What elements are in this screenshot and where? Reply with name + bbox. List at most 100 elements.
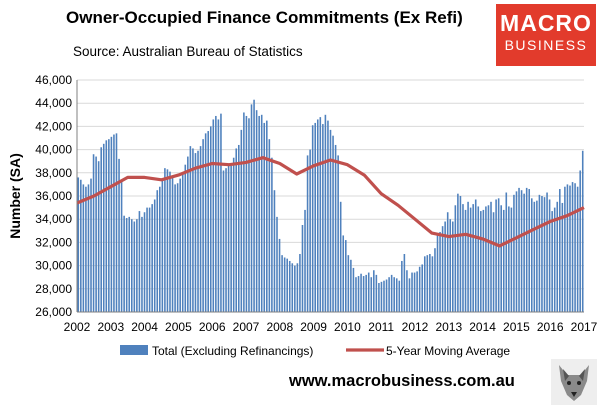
- bar: [469, 207, 472, 312]
- bar: [92, 154, 95, 312]
- bar: [217, 119, 220, 312]
- bar: [197, 150, 199, 312]
- x-tick-label: 2005: [165, 320, 192, 334]
- bar: [202, 139, 204, 312]
- x-tick-label: 2008: [266, 320, 293, 334]
- bar: [520, 190, 523, 312]
- bar: [327, 120, 329, 312]
- bar: [406, 270, 408, 312]
- bar: [314, 122, 316, 312]
- x-tick-label: 2002: [64, 320, 91, 334]
- bar: [334, 144, 337, 312]
- bar: [306, 155, 309, 312]
- x-tick-label: 2012: [402, 320, 429, 334]
- y-tick-label: 32,000: [35, 235, 72, 249]
- bar: [408, 278, 411, 312]
- y-tick-label: 44,000: [35, 96, 72, 110]
- bar: [153, 199, 156, 312]
- bar: [444, 221, 446, 312]
- x-tick-label: 2004: [131, 320, 158, 334]
- bar: [212, 119, 215, 312]
- bar: [110, 136, 113, 312]
- legend-line-label: 5-Year Moving Average: [386, 344, 510, 358]
- bar: [332, 135, 334, 312]
- bar: [130, 219, 133, 312]
- bar: [365, 274, 367, 312]
- bar: [530, 198, 533, 312]
- y-axis-label: Number (SA): [7, 153, 23, 239]
- x-tick-label: 2011: [368, 320, 394, 334]
- bar: [194, 153, 197, 312]
- bar: [523, 193, 525, 312]
- bar: [485, 206, 487, 312]
- bar: [80, 179, 82, 312]
- bar: [559, 189, 561, 312]
- bar: [187, 156, 189, 312]
- bar: [373, 270, 375, 312]
- bar: [151, 204, 153, 312]
- bar: [156, 190, 159, 312]
- y-tick-label: 42,000: [35, 119, 72, 133]
- x-tick-label: 2007: [233, 320, 260, 334]
- bar: [192, 148, 194, 312]
- bar: [143, 212, 146, 312]
- bar: [536, 200, 538, 312]
- bar: [383, 280, 385, 312]
- bar: [207, 131, 209, 312]
- bar: [434, 248, 436, 312]
- bar: [459, 196, 462, 312]
- x-tick-label: 2015: [503, 320, 530, 334]
- bar: [449, 219, 452, 312]
- y-tick-label: 38,000: [35, 166, 72, 180]
- bar: [118, 158, 120, 312]
- bar: [141, 216, 143, 312]
- bar: [316, 119, 319, 312]
- bar: [446, 212, 449, 312]
- bar: [487, 205, 490, 312]
- bars: [77, 99, 584, 313]
- bar: [426, 255, 429, 312]
- bar: [271, 157, 273, 312]
- x-tick-label: 2013: [435, 320, 462, 334]
- bar: [181, 172, 184, 312]
- bar: [474, 199, 477, 312]
- bar: [579, 170, 581, 312]
- macrobusiness-logo[interactable]: MACRO BUSINESS: [496, 4, 596, 66]
- bar: [421, 264, 424, 312]
- x-tick-label: 2006: [199, 320, 226, 334]
- bar: [436, 235, 439, 312]
- bar: [115, 133, 118, 312]
- bar: [85, 186, 87, 312]
- bar: [189, 146, 192, 312]
- bar: [464, 209, 467, 312]
- x-tick-label: 2009: [300, 320, 327, 334]
- bar: [159, 186, 161, 312]
- bar: [174, 184, 176, 312]
- bar: [403, 254, 406, 312]
- bar: [345, 240, 347, 312]
- legend-bar-label: Total (Excluding Refinancings): [152, 344, 313, 358]
- bar: [546, 192, 548, 312]
- bar: [299, 254, 301, 312]
- site-url[interactable]: www.macrobusiness.com.au: [289, 372, 515, 390]
- bar: [393, 277, 395, 312]
- bar: [556, 201, 559, 312]
- bar: [171, 177, 174, 312]
- bar: [113, 134, 115, 312]
- bar: [266, 120, 268, 312]
- bar: [571, 182, 574, 312]
- y-tick-label: 34,000: [35, 212, 72, 226]
- bar: [495, 199, 497, 312]
- bar: [255, 110, 258, 312]
- bar: [497, 198, 500, 312]
- bar: [227, 163, 230, 312]
- x-tick-label: 2017: [571, 320, 598, 334]
- bar: [490, 201, 492, 312]
- bar: [164, 168, 166, 312]
- bar: [90, 178, 92, 312]
- bar: [291, 263, 294, 312]
- bar: [322, 124, 324, 312]
- bar: [100, 147, 102, 312]
- bar: [352, 267, 355, 312]
- y-tick-label: 30,000: [35, 259, 72, 273]
